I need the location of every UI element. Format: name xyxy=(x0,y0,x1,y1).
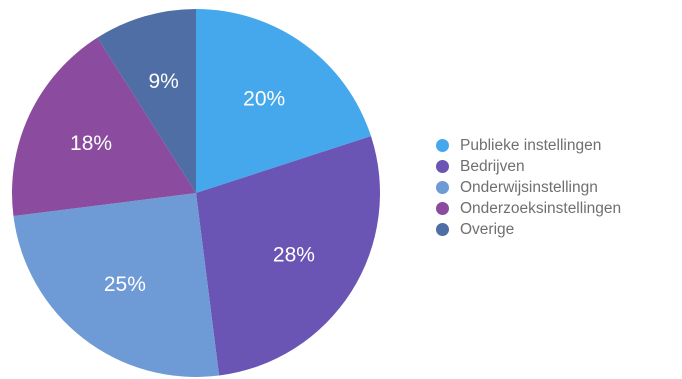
chart-legend: Publieke instellingen Bedrijven Onderwijsi… xyxy=(436,135,621,240)
slice-value-label-onderwijsinstellingn: 25% xyxy=(104,273,146,296)
legend-label: Publieke instellingen xyxy=(460,136,602,154)
legend-item-overige: Overige xyxy=(436,219,621,240)
legend-label: Overige xyxy=(460,220,515,238)
legend-item-bedrijven: Bedrijven xyxy=(436,156,621,177)
pie-slice-publieke-instellingen xyxy=(196,9,371,193)
legend-swatch-icon xyxy=(436,160,449,173)
slice-value-label-onderzoeksinstellingen: 18% xyxy=(70,132,112,155)
legend-swatch-icon xyxy=(436,223,449,236)
legend-label: Bedrijven xyxy=(460,157,525,175)
pie-slice-bedrijven xyxy=(196,136,380,376)
legend-item-onderzoeksinstellingen: Onderzoeksinstellingen xyxy=(436,198,621,219)
legend-label: Onderwijsinstellingn xyxy=(460,178,598,196)
legend-swatch-icon xyxy=(436,181,449,194)
legend-item-publieke-instellingen: Publieke instellingen xyxy=(436,135,621,156)
legend-label: Onderzoeksinstellingen xyxy=(460,199,622,217)
legend-swatch-icon xyxy=(436,139,449,152)
slice-value-label-overige: 9% xyxy=(148,70,178,93)
legend-swatch-icon xyxy=(436,202,449,215)
legend-item-onderwijsinstellingn: Onderwijsinstellingn xyxy=(436,177,621,198)
pie-slice-onderzoeksinstellingen xyxy=(11,37,196,217)
pie-slice-overige xyxy=(97,8,196,193)
slice-value-label-publieke-instellingen: 20% xyxy=(243,88,285,111)
slice-value-label-bedrijven: 28% xyxy=(273,244,315,267)
pie-slice-onderwijsinstellingn xyxy=(13,193,220,377)
